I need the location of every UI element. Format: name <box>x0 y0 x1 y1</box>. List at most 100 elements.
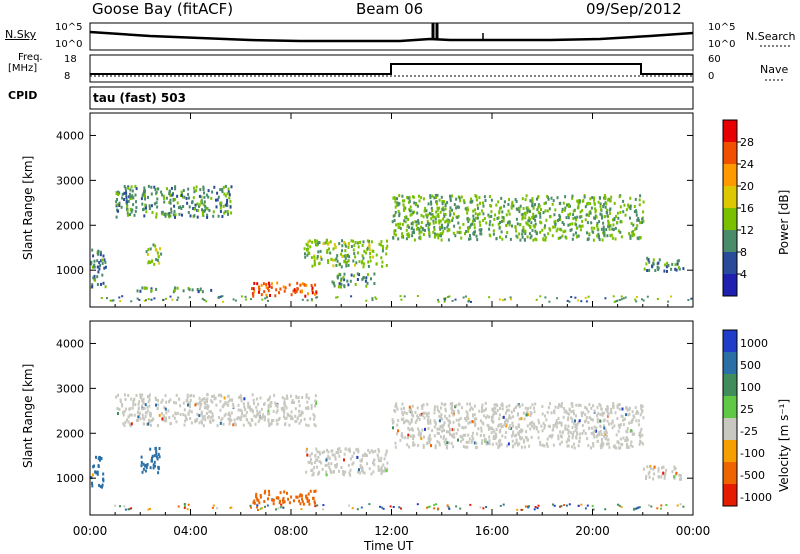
data-cell <box>482 507 485 510</box>
data-cell <box>242 423 245 427</box>
data-cell <box>355 261 358 265</box>
data-cell <box>203 299 206 301</box>
data-cell <box>551 433 554 437</box>
data-cell <box>407 433 410 437</box>
data-cell <box>604 433 607 436</box>
data-cell <box>380 240 383 244</box>
data-cell <box>283 411 286 415</box>
data-cell <box>547 197 550 201</box>
data-cell <box>306 253 309 257</box>
data-cell <box>519 437 522 441</box>
data-cell <box>548 300 551 303</box>
data-cell <box>210 196 213 200</box>
data-cell <box>365 454 368 458</box>
data-cell <box>556 297 558 300</box>
data-cell <box>455 197 458 201</box>
data-cell <box>402 235 405 239</box>
data-cell <box>444 297 447 300</box>
data-cell <box>179 412 182 416</box>
data-cell <box>310 256 313 260</box>
data-cell <box>435 210 438 214</box>
data-cell <box>551 202 554 206</box>
data-cell <box>348 447 351 451</box>
data-cell <box>187 403 189 407</box>
data-cell <box>396 197 398 201</box>
data-cell <box>199 287 202 291</box>
data-cell <box>421 428 424 432</box>
data-cell <box>538 204 541 208</box>
data-cell <box>385 469 388 473</box>
data-cell <box>567 216 570 220</box>
data-cell <box>154 244 157 248</box>
data-cell <box>652 477 655 481</box>
data-cell <box>262 415 265 419</box>
data-cell <box>489 220 492 224</box>
data-cell <box>214 396 217 400</box>
data-cell <box>586 231 588 235</box>
data-cell <box>125 191 128 195</box>
station-title: Goose Bay (fitACF) <box>92 0 234 18</box>
data-cell <box>516 222 519 226</box>
data-cell <box>505 431 507 434</box>
data-cell <box>571 237 574 241</box>
data-cell <box>433 419 436 423</box>
data-cell <box>144 286 146 290</box>
data-cell <box>220 201 223 205</box>
data-cell <box>305 449 308 453</box>
data-cell <box>418 430 421 434</box>
data-cell <box>600 446 603 450</box>
data-cell <box>398 212 401 216</box>
data-cell <box>443 440 446 444</box>
data-cell <box>535 238 538 242</box>
x-tick-label: 00:00 <box>73 524 108 538</box>
data-cell <box>406 195 409 199</box>
data-cell <box>505 224 508 228</box>
data-cell <box>575 231 577 235</box>
data-cell <box>630 429 633 433</box>
data-cell <box>527 505 530 508</box>
data-cell <box>546 445 549 448</box>
data-cell <box>188 409 191 413</box>
data-cell <box>488 227 491 231</box>
data-cell <box>338 454 341 458</box>
data-cell <box>316 504 319 507</box>
data-cell <box>454 405 457 409</box>
data-cell <box>126 209 129 213</box>
data-cell <box>314 501 316 505</box>
data-cell <box>161 193 164 197</box>
data-cell <box>190 421 193 425</box>
data-cell <box>462 222 465 226</box>
data-cell <box>511 415 514 419</box>
cpid-value: tau (fast) 503 <box>93 91 186 105</box>
data-cell <box>341 249 343 253</box>
data-cell <box>620 414 623 418</box>
data-cell <box>472 209 475 213</box>
data-cell <box>422 233 425 236</box>
data-cell <box>475 234 478 238</box>
data-cell <box>465 418 468 422</box>
data-cell <box>160 400 163 404</box>
data-cell <box>358 273 361 277</box>
data-cell <box>498 210 501 213</box>
data-cell <box>634 197 637 201</box>
data-cell <box>518 405 521 409</box>
data-cell <box>186 399 189 403</box>
data-cell <box>316 255 319 258</box>
data-cell <box>187 411 190 415</box>
data-cell <box>145 286 148 290</box>
data-cell <box>193 207 196 211</box>
data-cell <box>137 402 140 406</box>
data-cell <box>174 185 177 189</box>
data-cell <box>565 504 568 507</box>
data-cell <box>127 394 130 397</box>
data-cell <box>596 221 599 225</box>
data-cell <box>599 208 602 212</box>
data-cell <box>222 300 225 303</box>
data-cell <box>571 445 574 449</box>
data-cell <box>427 202 430 206</box>
data-cell <box>676 262 679 266</box>
data-cell <box>206 400 208 404</box>
data-cell <box>582 429 585 433</box>
data-cell <box>532 238 535 242</box>
data-cell <box>593 429 596 433</box>
